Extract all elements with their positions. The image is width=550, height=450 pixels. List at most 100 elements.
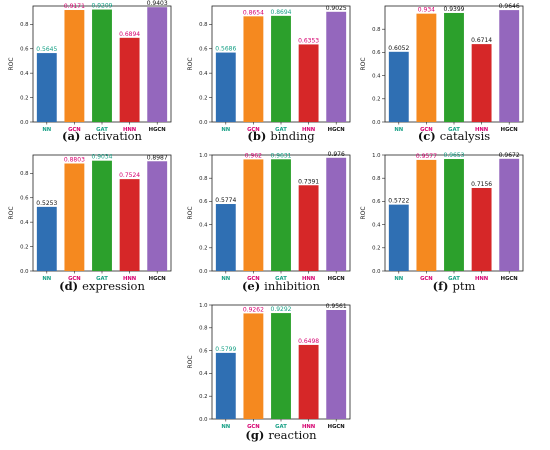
bar-hnn	[298, 344, 319, 419]
panel-caption-letter: (f)	[433, 279, 453, 293]
data-label: 0.8987	[147, 154, 168, 161]
bar-hgcn	[499, 158, 520, 271]
bar-nn	[36, 53, 57, 122]
x-tick-label: HNN	[123, 276, 136, 282]
y-axis-label: ROC	[8, 57, 15, 70]
panel-caption-letter: (b)	[247, 129, 270, 143]
bar-gcn	[64, 163, 85, 271]
panel-caption: (a) activation	[62, 129, 143, 143]
x-tick-label: HGCN	[328, 127, 345, 133]
chart-panel-activation: 0.0 0.2 0.4 0.6 0.8 ROC NN 0.5645 GCN 0.9171 GAT 0.…	[8, 0, 172, 143]
data-label: 0.962	[245, 152, 262, 159]
x-tick-label: HGCN	[501, 127, 518, 133]
data-label: 0.7156	[471, 181, 492, 188]
y-tick-label: 0.2	[20, 244, 28, 250]
data-label: 0.6052	[388, 45, 409, 52]
y-tick-label: 0.6	[199, 348, 208, 354]
data-label: 0.5799	[215, 346, 236, 353]
x-tick-label: GCN	[68, 127, 81, 133]
bar-gat	[444, 12, 464, 122]
x-tick-label: HNN	[475, 127, 488, 133]
bar-hgcn	[326, 157, 347, 271]
bar-gat	[444, 159, 464, 271]
panel-caption: (c) catalysis	[418, 129, 490, 143]
y-tick-label: 1.0	[199, 153, 208, 159]
x-tick-label: HNN	[302, 127, 315, 133]
data-label: 0.934	[418, 7, 435, 14]
bar-hgcn	[326, 11, 347, 122]
bar-nn	[36, 206, 57, 271]
y-tick-label: 0.2	[199, 95, 207, 101]
bar-hgcn	[499, 10, 520, 122]
y-tick-label: 0.0	[199, 269, 208, 275]
bar-hnn	[471, 187, 492, 271]
x-tick-label: GAT	[448, 276, 460, 282]
y-tick-label: 0.4	[372, 222, 381, 228]
panel-caption: (e) inhibition	[242, 279, 321, 293]
y-tick-label: 0.8	[20, 22, 29, 28]
x-tick-label: NN	[42, 127, 51, 133]
x-tick-label: HNN	[302, 276, 315, 282]
data-label: 0.9403	[147, 0, 168, 7]
y-tick-label: 0.2	[20, 95, 28, 101]
y-tick-label: 0.4	[199, 222, 208, 228]
bar-nn	[388, 204, 409, 271]
bar-hnn	[119, 179, 140, 271]
y-tick-label: 0.0	[372, 269, 381, 275]
y-tick-label: 0.4	[372, 73, 381, 79]
panel-caption-letter: (g)	[245, 428, 268, 442]
x-tick-label: GCN	[68, 276, 81, 282]
data-label: 0.976	[328, 151, 345, 158]
y-tick-label: 0.6	[199, 199, 208, 205]
y-tick-label: 0.8	[372, 27, 381, 33]
y-tick-label: 0.2	[372, 246, 380, 252]
y-tick-label: 0.2	[372, 97, 380, 103]
x-tick-label: GCN	[247, 127, 260, 133]
chart-panel-catalysis: 0.0 0.2 0.4 0.6 0.8 ROC NN 0.6052 GCN 0.934 GAT 0.9…	[360, 3, 524, 143]
y-axis-label: ROC	[187, 355, 194, 368]
bar-gat	[271, 159, 291, 271]
y-tick-label: 0.6	[20, 47, 29, 53]
x-tick-label: GAT	[275, 276, 287, 282]
chart-panel-expression: 0.0 0.2 0.4 0.6 0.8 ROC NN 0.5253 GCN 0.8803 GAT 0.…	[8, 154, 172, 293]
bar-gcn	[243, 313, 264, 419]
data-label: 0.5686	[215, 46, 236, 53]
x-tick-label: HGCN	[149, 276, 166, 282]
panel-caption: (b) binding	[247, 129, 315, 143]
panel-caption: (f) ptm	[433, 279, 476, 293]
panel-caption-text: ptm	[452, 279, 475, 293]
y-tick-label: 0.6	[372, 199, 381, 205]
y-tick-label: 0.8	[199, 22, 208, 28]
x-tick-label: NN	[221, 276, 230, 282]
data-label: 0.7524	[119, 172, 140, 179]
panel-caption-letter: (c)	[418, 129, 440, 143]
panel-caption: (d) expression	[59, 279, 145, 293]
y-tick-label: 0.4	[199, 371, 208, 377]
data-label: 0.5774	[215, 197, 236, 204]
bar-gat	[92, 160, 112, 271]
data-label: 0.6714	[471, 37, 492, 44]
x-tick-label: GCN	[247, 424, 260, 430]
y-tick-label: 0.0	[20, 269, 29, 275]
bar-hnn	[471, 44, 492, 122]
x-tick-label: HGCN	[501, 276, 518, 282]
x-tick-label: NN	[394, 127, 403, 133]
panel-caption-text: catalysis	[440, 129, 491, 143]
bar-gat	[92, 9, 112, 123]
x-tick-label: HNN	[302, 424, 315, 430]
panel-caption-text: inhibition	[264, 279, 320, 293]
y-tick-label: 0.8	[372, 176, 381, 182]
x-tick-label: NN	[221, 424, 230, 430]
y-tick-label: 0.6	[20, 196, 29, 202]
bar-hgcn	[147, 7, 168, 123]
data-label: 0.9561	[326, 303, 347, 310]
chart-panel-binding: 0.0 0.2 0.4 0.6 0.8 ROC NN 0.5686 GCN 0.8654 GAT 0.…	[187, 5, 351, 143]
y-tick-label: 1.0	[199, 303, 208, 309]
panel-caption-letter: (e)	[242, 279, 264, 293]
data-label: 0.9292	[271, 306, 292, 313]
y-axis-label: ROC	[360, 57, 367, 70]
y-tick-label: 0.0	[372, 120, 381, 126]
y-tick-label: 0.8	[199, 176, 208, 182]
panel-caption-text: reaction	[268, 428, 317, 442]
